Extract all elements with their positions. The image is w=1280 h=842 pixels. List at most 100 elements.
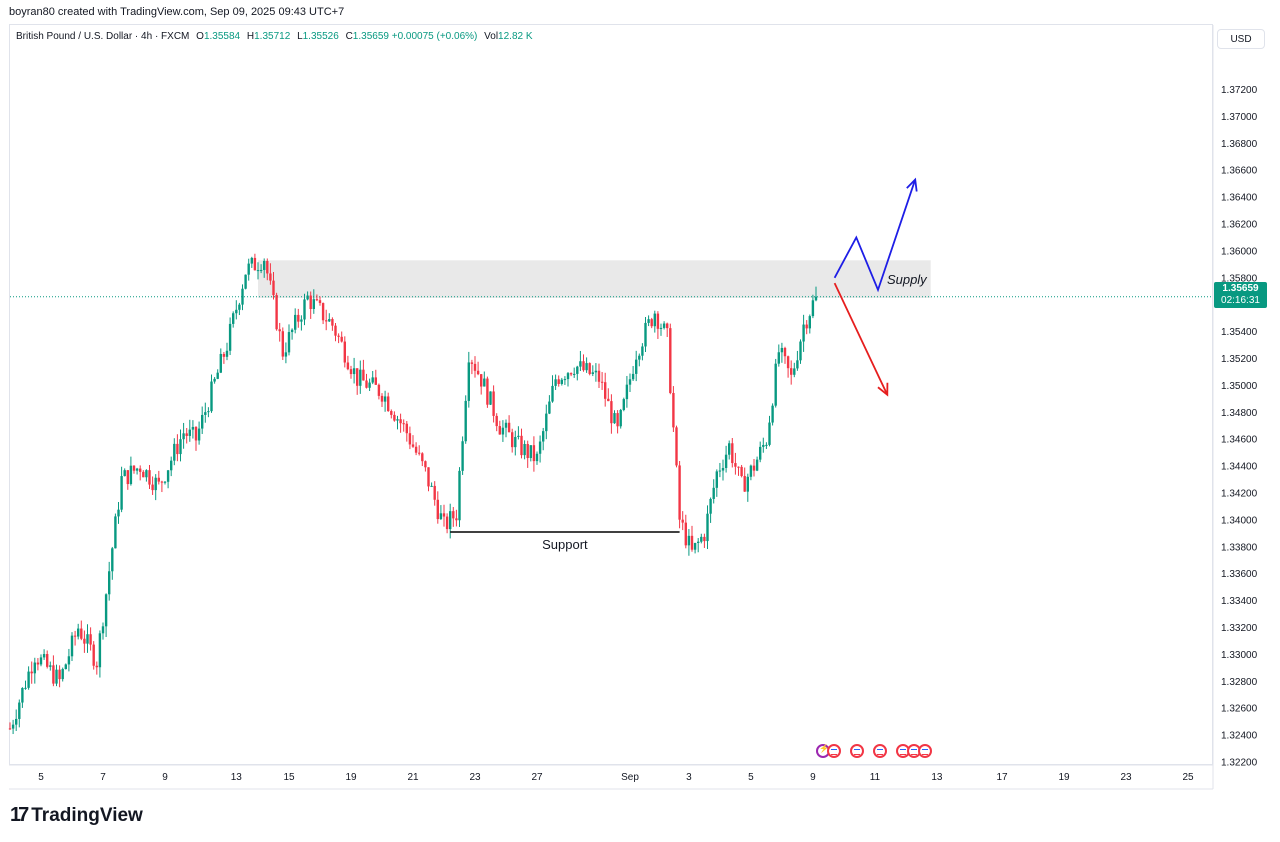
candle-body[interactable]	[256, 270, 260, 272]
candle-body[interactable]	[765, 444, 768, 446]
candle-body[interactable]	[681, 519, 684, 523]
candle-body[interactable]	[542, 431, 545, 442]
candle-body[interactable]	[464, 400, 467, 442]
candle-body[interactable]	[253, 257, 257, 271]
candle-body[interactable]	[151, 484, 154, 491]
candle-body[interactable]	[476, 370, 480, 375]
candle-body[interactable]	[269, 273, 272, 281]
candle-body[interactable]	[473, 363, 477, 371]
candle-body[interactable]	[520, 435, 523, 456]
candle-body[interactable]	[470, 362, 474, 364]
candle-body[interactable]	[396, 419, 399, 421]
candle-body[interactable]	[250, 257, 253, 264]
candle-body[interactable]	[678, 465, 681, 520]
candle-body[interactable]	[622, 399, 625, 410]
candle-body[interactable]	[507, 422, 511, 433]
candle-body[interactable]	[774, 363, 777, 406]
candle-body[interactable]	[709, 498, 712, 514]
candle-body[interactable]	[687, 535, 691, 546]
candle-body[interactable]	[805, 324, 808, 329]
candle-body[interactable]	[321, 303, 325, 321]
candle-body[interactable]	[635, 359, 638, 374]
candle-body[interactable]	[266, 260, 269, 274]
candle-body[interactable]	[160, 481, 164, 483]
candle-body[interactable]	[309, 295, 312, 310]
candle-body[interactable]	[563, 379, 567, 381]
candle-body[interactable]	[585, 363, 588, 371]
candle-body[interactable]	[241, 288, 244, 305]
candle-body[interactable]	[526, 443, 529, 459]
candle-body[interactable]	[746, 476, 749, 492]
candle-body[interactable]	[185, 433, 188, 436]
candle-body[interactable]	[604, 382, 607, 399]
candle-body[interactable]	[783, 347, 787, 357]
candle-body[interactable]	[300, 319, 303, 322]
candle-body[interactable]	[173, 443, 176, 461]
candle-body[interactable]	[182, 433, 185, 440]
candle-body[interactable]	[49, 665, 52, 667]
candle-body[interactable]	[802, 324, 805, 342]
candle-body[interactable]	[489, 391, 492, 405]
candle-body[interactable]	[796, 360, 799, 369]
candle-body[interactable]	[569, 373, 573, 375]
candle-body[interactable]	[786, 356, 790, 369]
candle-body[interactable]	[39, 657, 43, 665]
candle-body[interactable]	[312, 299, 315, 310]
candle-body[interactable]	[148, 470, 151, 485]
candle-body[interactable]	[427, 467, 430, 487]
candle-body[interactable]	[790, 368, 793, 375]
candle-body[interactable]	[346, 362, 350, 370]
candle-body[interactable]	[179, 439, 182, 455]
candle-body[interactable]	[498, 426, 501, 435]
candle-body[interactable]	[272, 280, 275, 296]
candle-body[interactable]	[368, 382, 371, 388]
candle-body[interactable]	[759, 446, 762, 460]
candle-body[interactable]	[132, 465, 136, 471]
candle-body[interactable]	[207, 411, 210, 413]
candle-body[interactable]	[67, 656, 71, 665]
candle-body[interactable]	[647, 319, 650, 323]
candle-body[interactable]	[331, 319, 334, 326]
candle-body[interactable]	[294, 314, 297, 330]
candle-body[interactable]	[306, 295, 309, 300]
candle-body[interactable]	[644, 322, 647, 347]
candle-body[interactable]	[545, 413, 548, 432]
candle-body[interactable]	[377, 384, 381, 396]
candle-body[interactable]	[811, 300, 815, 317]
candle-body[interactable]	[669, 328, 672, 393]
candle-body[interactable]	[532, 445, 536, 462]
candle-body[interactable]	[191, 426, 195, 430]
candle-body[interactable]	[126, 470, 129, 485]
candle-body[interactable]	[18, 702, 21, 719]
candle-body[interactable]	[222, 353, 226, 357]
candle-body[interactable]	[263, 260, 266, 270]
candle-body[interactable]	[24, 687, 27, 689]
candle-body[interactable]	[638, 355, 641, 360]
candle-body[interactable]	[718, 470, 722, 472]
candle-body[interactable]	[356, 368, 359, 386]
candle-body[interactable]	[284, 352, 288, 357]
candle-body[interactable]	[523, 443, 526, 456]
candle-body[interactable]	[334, 325, 337, 336]
candle-body[interactable]	[86, 634, 89, 644]
candle-body[interactable]	[281, 331, 284, 357]
candle-body[interactable]	[579, 361, 582, 367]
candle-body[interactable]	[576, 366, 579, 374]
candle-body[interactable]	[216, 372, 219, 379]
candle-body[interactable]	[58, 669, 61, 680]
candle-body[interactable]	[650, 319, 653, 327]
candle-body[interactable]	[616, 413, 619, 427]
candle-body[interactable]	[120, 476, 123, 510]
candle-body[interactable]	[461, 441, 464, 471]
candle-body[interactable]	[749, 465, 753, 477]
candle-body[interactable]	[104, 594, 108, 627]
candle-body[interactable]	[303, 299, 306, 320]
candle-body[interactable]	[383, 396, 387, 402]
bullish-scenario-arrow[interactable]	[833, 179, 917, 293]
candle-body[interactable]	[814, 296, 818, 301]
candle-body[interactable]	[693, 542, 697, 550]
candle-body[interactable]	[98, 633, 102, 668]
candle-body[interactable]	[61, 669, 64, 680]
candle-body[interactable]	[684, 522, 687, 546]
